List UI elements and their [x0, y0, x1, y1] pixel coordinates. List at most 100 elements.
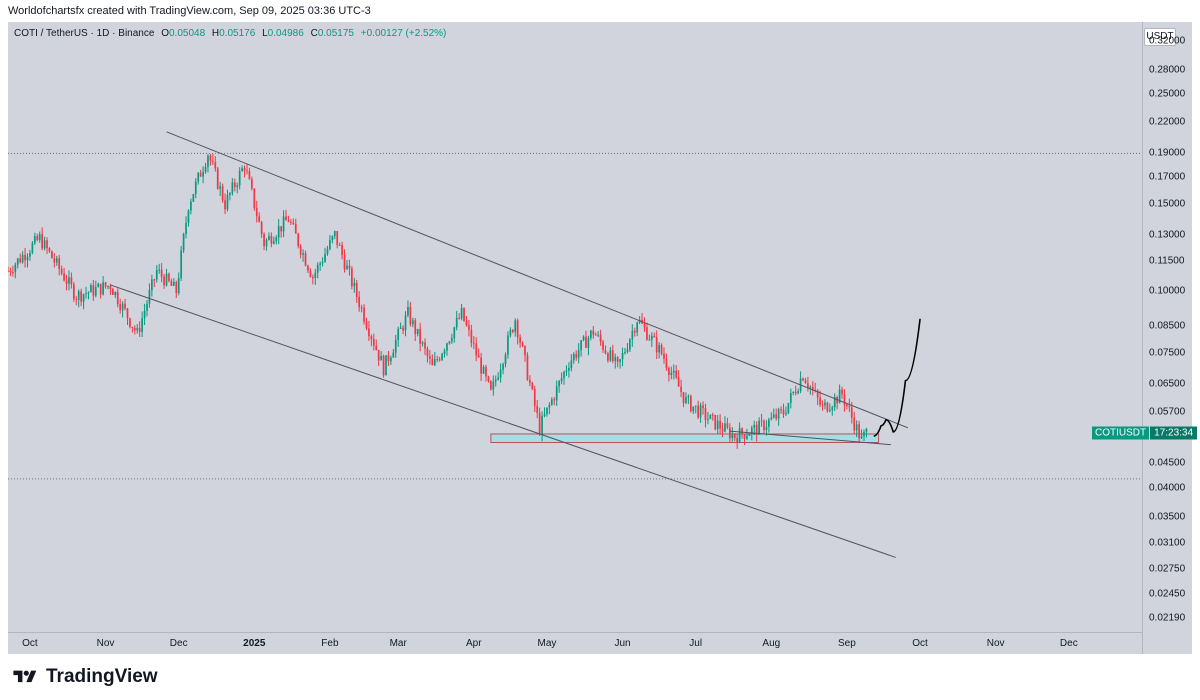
symbol-info: COTI / TetherUS · 1D · Binance O0.05048 …: [14, 28, 446, 39]
tradingview-logo[interactable]: TradingView: [10, 666, 158, 688]
candle-body: [80, 291, 83, 302]
candle-body: [121, 303, 124, 311]
candle-body: [231, 182, 234, 194]
candle-body: [560, 378, 563, 382]
time-tick-label: Dec: [1059, 638, 1078, 649]
candle-body: [660, 344, 663, 354]
candle-body: [480, 357, 482, 374]
candle-body: [816, 390, 819, 398]
candle-body: [9, 270, 12, 273]
time-tick-label: Feb: [321, 638, 339, 649]
candle-body: [99, 283, 102, 295]
candle-body: [775, 414, 778, 419]
candle-body: [97, 283, 100, 288]
price-axis[interactable]: 0.32000 0.28000 0.25000 0.22000 0.19000 0.170…: [1142, 22, 1193, 654]
candle-body: [570, 360, 573, 369]
candle-body: [192, 194, 195, 202]
candle-body: [502, 364, 504, 370]
candle-body: [760, 420, 763, 422]
candle-body: [841, 389, 843, 395]
candle-body: [226, 194, 229, 210]
candle-body: [148, 290, 151, 304]
time-tick-label: Dec: [169, 638, 188, 649]
time-tick-label: Nov: [96, 638, 115, 649]
candle-body: [402, 327, 404, 331]
candle-body: [46, 240, 48, 249]
candle-body: [185, 222, 187, 235]
candle-body: [616, 357, 619, 362]
triangle-base-line: [729, 430, 891, 446]
candle-body: [470, 329, 473, 343]
candle-body: [787, 402, 790, 414]
candle-body: [65, 280, 68, 284]
candle-body: [536, 405, 539, 413]
candle-body: [797, 391, 799, 394]
candle-body: [794, 391, 797, 394]
plot-area[interactable]: COTI / TetherUS · 1D · Binance O0.05048 …: [8, 22, 1142, 632]
candle-body: [865, 429, 868, 433]
candle-body: [202, 171, 204, 177]
time-tick-label: 2025: [243, 638, 266, 649]
candle-body: [243, 168, 246, 171]
price-tick-label: 0.05700: [1149, 406, 1186, 418]
candle-body: [780, 409, 782, 411]
candle-body: [431, 358, 434, 366]
candle-body: [682, 392, 685, 403]
candle-body: [833, 397, 836, 408]
candle-body: [346, 265, 348, 270]
candle-body: [638, 319, 641, 323]
candle-body: [394, 340, 397, 353]
candle-body: [646, 327, 648, 340]
candle-body: [853, 417, 856, 431]
time-axis[interactable]: Oct Nov Dec 2025 Feb Mar Apr May Jun Jul Aug Sep Oct…: [8, 632, 1142, 655]
candle-body: [789, 393, 792, 403]
candle-body: [158, 269, 161, 271]
candle-body: [72, 284, 75, 300]
candle-body: [280, 226, 282, 232]
candle-body: [114, 292, 117, 295]
candle-body: [58, 258, 61, 269]
time-tick-label: Sep: [838, 638, 856, 649]
candle-body: [31, 243, 34, 254]
candle-body: [358, 296, 361, 308]
candle-body: [448, 341, 451, 344]
candle-body: [265, 239, 268, 247]
candle-body: [772, 414, 775, 418]
candle-body: [455, 317, 458, 328]
candle-body: [251, 179, 253, 189]
candle-body: [390, 357, 392, 362]
candle-body: [204, 166, 207, 172]
candle-body: [558, 381, 561, 387]
candle-body: [743, 434, 746, 439]
candle-body: [507, 335, 509, 355]
candle-body: [763, 420, 765, 431]
candle-body: [804, 380, 807, 384]
candle-body: [368, 328, 370, 337]
candle-body: [482, 366, 485, 374]
candle-body: [211, 160, 214, 163]
currency-selector[interactable]: USDT: [1144, 28, 1176, 46]
price-tick-label: 0.03500: [1149, 511, 1186, 523]
candle-body: [663, 353, 665, 360]
candle-body: [333, 231, 336, 237]
candle-body: [529, 379, 531, 384]
candle-body: [85, 293, 87, 295]
candle-body: [677, 377, 680, 387]
candle-body: [733, 433, 736, 439]
last-price-tag: COTIUSDT 17:23:34: [1092, 426, 1198, 440]
candle-body: [253, 188, 256, 209]
candle-body: [587, 337, 590, 348]
candle-body: [382, 355, 385, 376]
candle-body: [741, 428, 743, 435]
price-tick-label: 0.11500: [1149, 255, 1185, 267]
candle-body: [177, 277, 180, 293]
candle-body: [141, 318, 143, 332]
candle-body: [75, 299, 78, 301]
candle-body: [107, 285, 109, 287]
candle-body: [272, 241, 275, 244]
candle-body: [453, 327, 456, 339]
candle-body: [319, 263, 322, 265]
candle-body: [277, 226, 280, 238]
candle-body: [585, 336, 587, 348]
candle-body: [377, 349, 380, 361]
